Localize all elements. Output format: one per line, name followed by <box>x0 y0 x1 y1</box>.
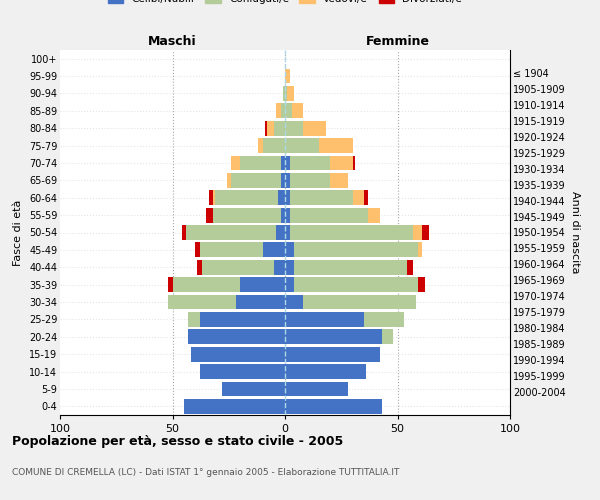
Bar <box>368 208 380 222</box>
Bar <box>294 242 418 258</box>
Bar <box>199 242 263 258</box>
Bar <box>186 225 276 240</box>
Text: Femmine: Femmine <box>365 35 430 48</box>
Bar <box>173 278 240 292</box>
Bar <box>364 312 404 327</box>
Text: Maschi: Maschi <box>148 35 197 48</box>
Bar <box>285 138 319 153</box>
Bar <box>184 399 285 413</box>
Bar <box>281 208 285 222</box>
Bar <box>182 225 186 240</box>
Bar <box>285 382 348 396</box>
Bar <box>263 242 285 258</box>
Bar <box>303 121 325 136</box>
Bar <box>287 86 294 101</box>
Bar <box>285 104 292 118</box>
Bar <box>292 104 303 118</box>
Bar <box>418 278 425 292</box>
Bar <box>413 225 422 240</box>
Bar <box>209 190 213 205</box>
Legend: Celibi/Nubili, Coniugati/e, Vedovi/e, Divorziati/e: Celibi/Nubili, Coniugati/e, Vedovi/e, Di… <box>104 0 466 8</box>
Bar <box>258 138 263 153</box>
Bar <box>281 104 285 118</box>
Bar <box>213 208 281 222</box>
Bar <box>353 190 364 205</box>
Bar <box>285 225 290 240</box>
Bar <box>191 347 285 362</box>
Bar <box>418 242 422 258</box>
Bar <box>283 86 285 101</box>
Bar <box>422 225 429 240</box>
Bar <box>168 278 173 292</box>
Bar <box>294 278 418 292</box>
Bar <box>294 260 407 274</box>
Bar <box>197 260 202 274</box>
Bar <box>382 330 393 344</box>
Text: COMUNE DI CREMELLA (LC) - Dati ISTAT 1° gennaio 2005 - Elaborazione TUTTITALIA.I: COMUNE DI CREMELLA (LC) - Dati ISTAT 1° … <box>12 468 400 477</box>
Bar <box>290 173 330 188</box>
Bar <box>290 208 368 222</box>
Y-axis label: Fasce di età: Fasce di età <box>13 200 23 266</box>
Text: Popolazione per età, sesso e stato civile - 2005: Popolazione per età, sesso e stato civil… <box>12 435 343 448</box>
Bar <box>265 121 267 136</box>
Bar <box>206 208 213 222</box>
Bar <box>222 382 285 396</box>
Bar <box>195 242 199 258</box>
Y-axis label: Anni di nascita: Anni di nascita <box>569 191 580 274</box>
Bar <box>281 173 285 188</box>
Bar <box>330 173 348 188</box>
Bar <box>290 156 330 170</box>
Bar <box>278 190 285 205</box>
Bar <box>285 208 290 222</box>
Bar <box>285 347 380 362</box>
Bar <box>263 138 285 153</box>
Bar <box>285 330 382 344</box>
Bar <box>215 190 278 205</box>
Bar <box>285 121 303 136</box>
Bar <box>285 399 382 413</box>
Bar <box>285 156 290 170</box>
Bar <box>240 278 285 292</box>
Bar <box>199 364 285 379</box>
Bar <box>285 260 294 274</box>
Bar <box>274 260 285 274</box>
Bar <box>285 173 290 188</box>
Bar <box>213 190 215 205</box>
Bar <box>240 156 281 170</box>
Bar <box>168 294 235 310</box>
Bar <box>285 68 290 84</box>
Bar <box>276 225 285 240</box>
Bar <box>202 260 274 274</box>
Bar <box>285 86 287 101</box>
Bar <box>235 294 285 310</box>
Bar <box>290 225 413 240</box>
Bar <box>290 190 353 205</box>
Bar <box>364 190 368 205</box>
Bar <box>199 312 285 327</box>
Bar <box>285 312 364 327</box>
Bar <box>285 294 303 310</box>
Bar <box>285 364 366 379</box>
Bar <box>231 173 281 188</box>
Bar <box>285 278 294 292</box>
Bar <box>274 121 285 136</box>
Bar <box>303 294 415 310</box>
Bar <box>353 156 355 170</box>
Bar <box>281 156 285 170</box>
Bar <box>319 138 353 153</box>
Bar <box>330 156 353 170</box>
Bar <box>188 330 285 344</box>
Bar <box>227 173 231 188</box>
Bar <box>231 156 240 170</box>
Bar <box>276 104 281 118</box>
Bar <box>285 242 294 258</box>
Bar <box>188 312 199 327</box>
Bar <box>285 190 290 205</box>
Bar <box>407 260 413 274</box>
Bar <box>267 121 274 136</box>
